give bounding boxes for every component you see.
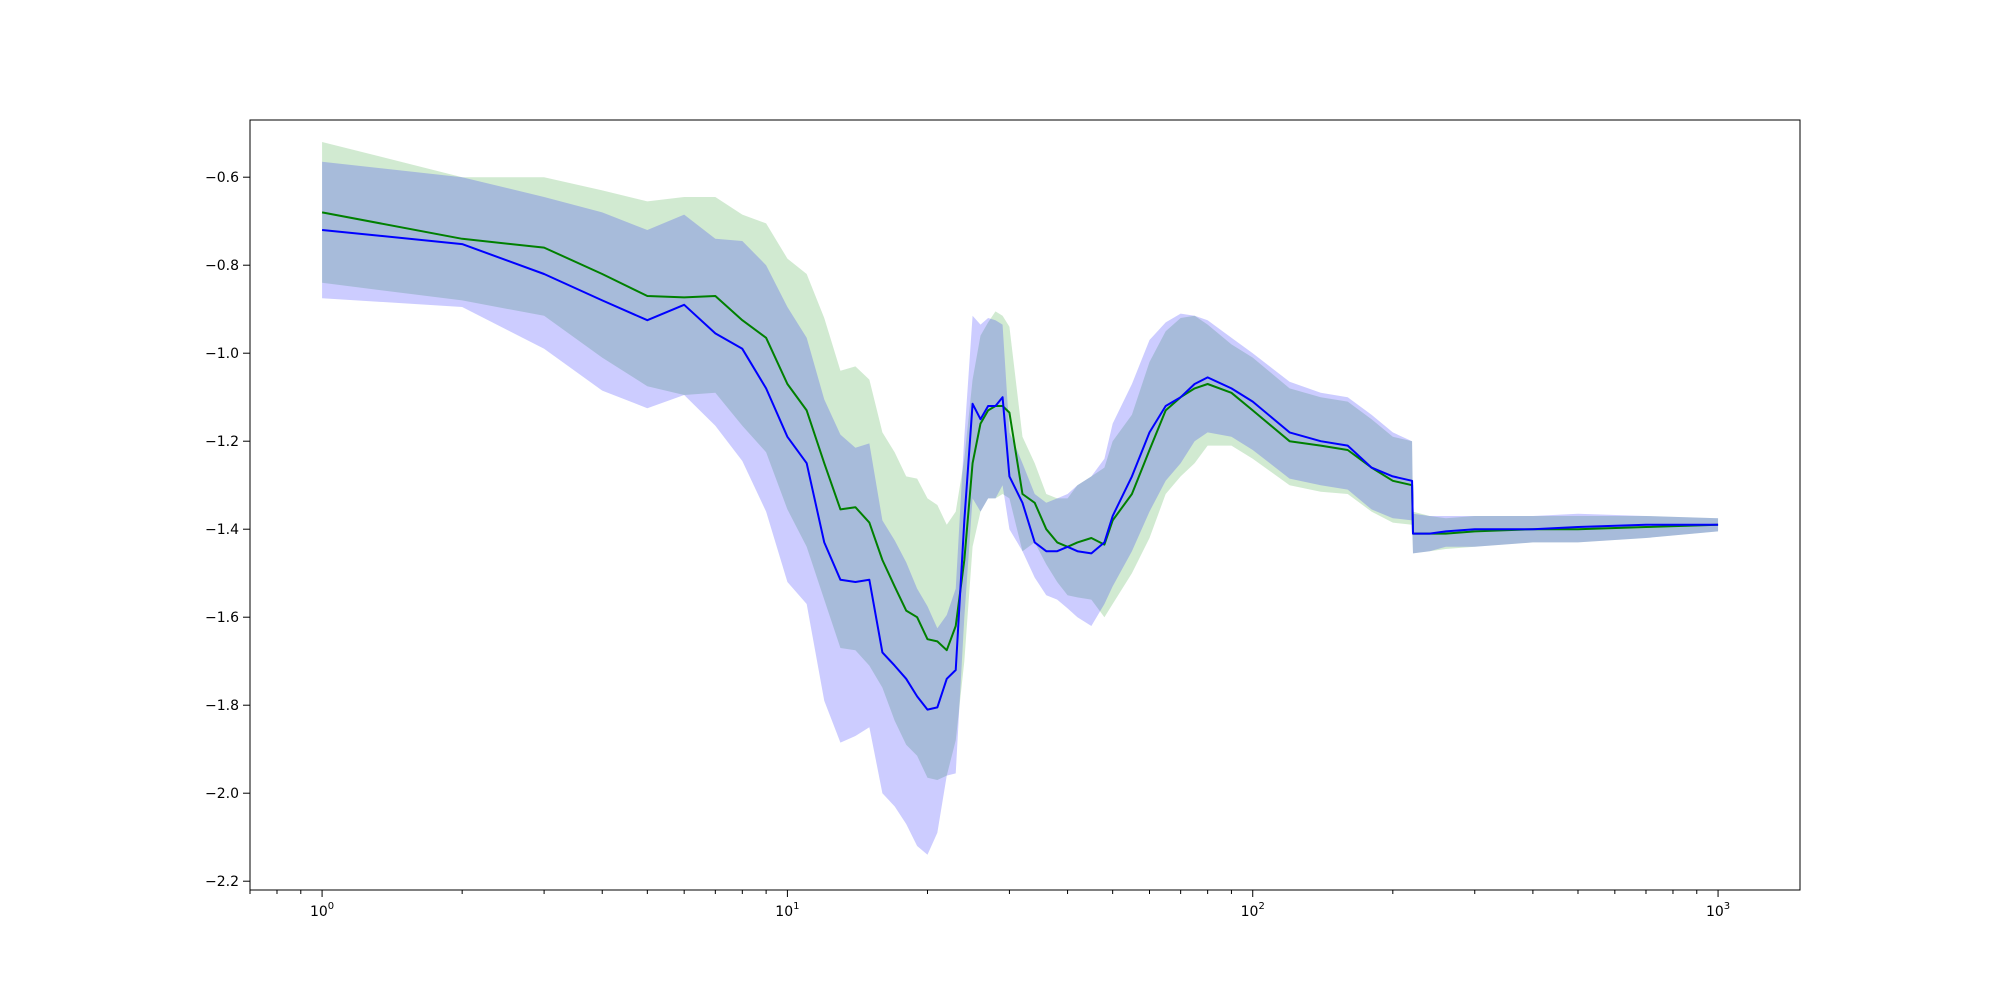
y-tick-label: −1.6: [205, 610, 239, 626]
y-tick-label: −0.8: [205, 258, 239, 274]
y-axis: −0.6 −0.8 −1.0 −1.2 −1.4 −1.6 −1.8 −2.0 −2.2: [205, 170, 250, 890]
series-1-band: [322, 142, 1719, 780]
y-tick-label: −1.0: [205, 346, 239, 362]
confidence-bands: [322, 142, 1719, 855]
y-tick-label: −1.8: [205, 698, 239, 714]
y-tick-label: −0.6: [205, 170, 239, 186]
plot-frame: [249, 119, 1801, 891]
y-tick-label: −2.0: [205, 786, 239, 802]
series-2-line: [321, 229, 1719, 711]
mean-lines: [321, 211, 1719, 711]
y-tick-label: −1.4: [205, 522, 239, 538]
series-2-band: [322, 161, 1719, 855]
y-tick-label: −2.2: [205, 874, 239, 890]
y-tick-label: −1.2: [205, 434, 239, 450]
